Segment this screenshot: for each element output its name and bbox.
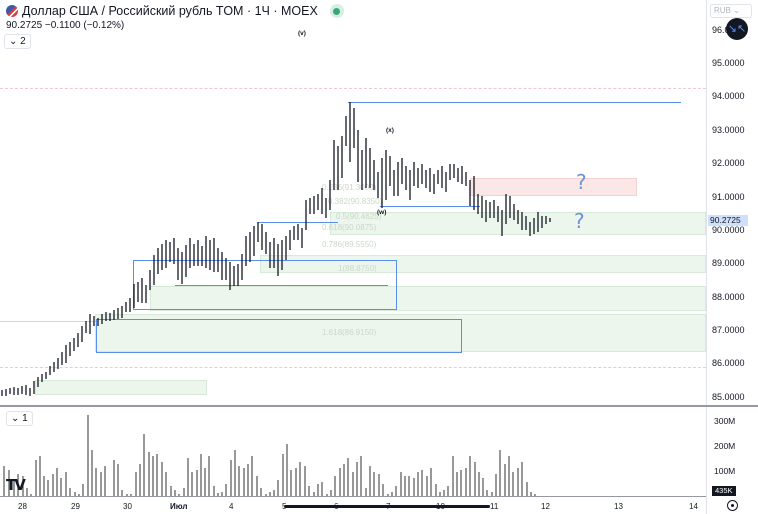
volume-tick: 300M	[714, 416, 736, 426]
level-line[interactable]	[175, 285, 388, 286]
volume-tick: 200M	[714, 441, 736, 451]
price-change: 90.2725 −0.1100 (−0.12%)	[6, 20, 125, 31]
price-tick: 86.0000	[712, 358, 745, 368]
wave-label-v: (v)	[298, 30, 306, 37]
indicators-collapse-button[interactable]: ⌄ 2	[4, 34, 31, 49]
price-tick: 87.0000	[712, 325, 745, 335]
compress-icon[interactable]: ↘↖	[726, 18, 748, 40]
high-line[interactable]	[348, 102, 681, 103]
price-axis[interactable]	[706, 0, 758, 405]
currency-flag-icon	[6, 5, 18, 17]
support-zone[interactable]	[260, 255, 706, 273]
current-price-badge: 90.2725	[708, 215, 748, 226]
fib-label: 0.786(89.5550)	[322, 240, 377, 249]
level-line[interactable]	[258, 222, 338, 223]
time-tick: 11	[490, 502, 499, 511]
symbol-title[interactable]: Доллар США / Российский рубль TOM · 1Ч ·…	[6, 4, 344, 18]
fib-label: 1.618(86.9150)	[322, 328, 377, 337]
price-tick: 94.0000	[712, 91, 745, 101]
support-zone[interactable]	[150, 286, 706, 311]
price-tick: 88.0000	[712, 292, 745, 302]
time-tick: 12	[541, 502, 550, 511]
price-tick: 89.0000	[712, 258, 745, 268]
price-bars[interactable]	[0, 0, 706, 405]
price-tick: 91.0000	[712, 192, 745, 202]
volume-bars	[3, 415, 536, 496]
pane-separator[interactable]	[0, 405, 758, 407]
wave-label-w: (w)	[377, 209, 387, 216]
current-volume-badge: 435K	[712, 486, 736, 496]
symbol-title-text: Доллар США / Российский рубль TOM · 1Ч ·…	[22, 4, 318, 18]
price-tick: 90.0000	[712, 225, 745, 235]
volume-tick: 100M	[714, 466, 736, 476]
question-mark-annotation[interactable]: ?	[574, 209, 585, 233]
chevron-down-icon: ⌄	[9, 36, 18, 47]
time-tick: 4	[229, 502, 234, 511]
resistance-dashed-line	[0, 88, 706, 89]
time-tick: Июл	[170, 502, 188, 511]
fib-label: 0.618(90.0875)	[322, 223, 377, 232]
fib-label: 0.382(90.8350)	[328, 197, 383, 206]
w-low-line[interactable]	[380, 206, 480, 207]
price-tick: 93.0000	[712, 125, 745, 135]
time-scrollbar[interactable]	[284, 505, 490, 508]
volume-collapse-button[interactable]: ⌄ 1	[6, 411, 33, 426]
fib-label: 1(88.8750)	[338, 264, 377, 273]
tradingview-logo-icon[interactable]: TV	[6, 476, 26, 494]
chevron-down-icon: ⌄	[11, 413, 20, 424]
price-tick: 95.0000	[712, 58, 745, 68]
support-zone[interactable]	[95, 314, 706, 352]
question-mark-annotation[interactable]: ?	[576, 170, 587, 194]
level-line	[0, 321, 96, 322]
fib-label: 0.5(90.4625)	[336, 212, 382, 221]
market-status-icon[interactable]	[329, 4, 344, 18]
fib-label: 0.236(91.3000)	[322, 183, 377, 192]
price-tick: 85.0000	[712, 392, 745, 402]
time-axis-border	[0, 496, 706, 497]
settings-icon[interactable]	[727, 500, 738, 511]
blue-box[interactable]	[96, 319, 462, 353]
wave-label-x: (x)	[386, 127, 394, 134]
time-tick: 29	[71, 502, 80, 511]
time-tick: 30	[123, 502, 132, 511]
support-zone[interactable]	[35, 380, 207, 395]
price-tick: 92.0000	[712, 158, 745, 168]
time-tick: 28	[18, 502, 27, 511]
currency-select[interactable]: RUB ⌄	[710, 4, 752, 18]
volume-axis-border	[706, 407, 707, 514]
time-tick: 14	[689, 502, 698, 511]
support-dashed-line	[0, 367, 706, 368]
time-tick: 13	[614, 502, 623, 511]
